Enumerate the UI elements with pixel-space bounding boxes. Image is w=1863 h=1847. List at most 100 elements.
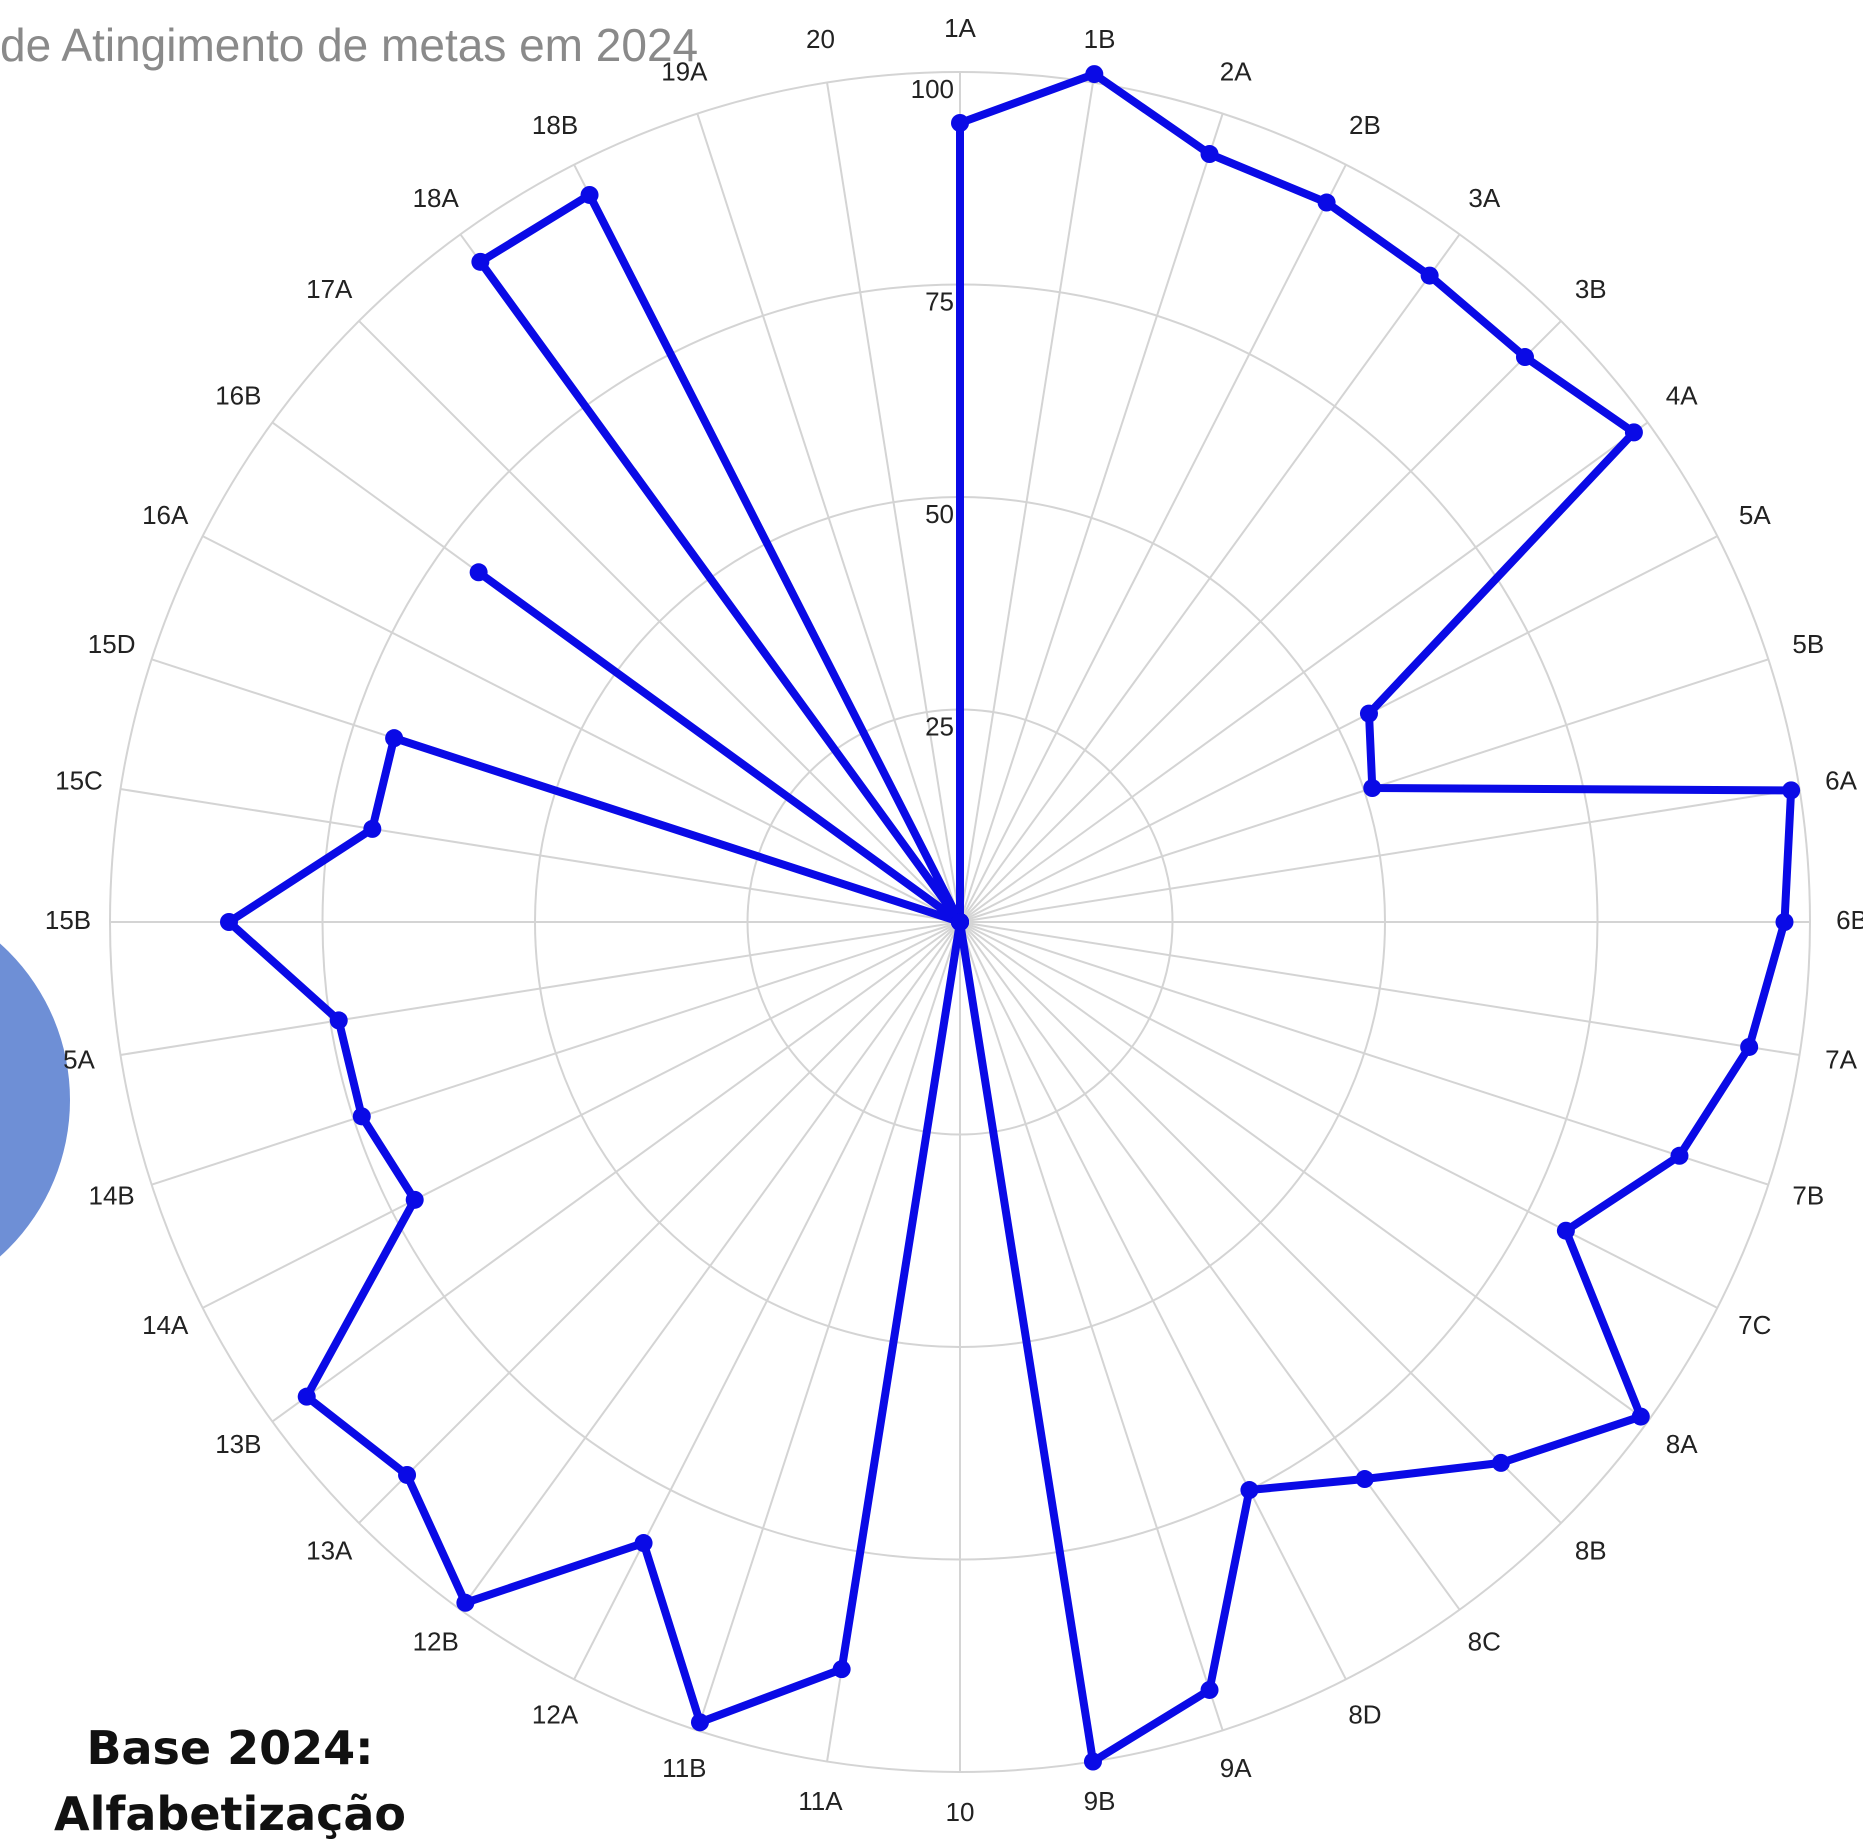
spoke xyxy=(696,113,961,923)
caption-line-2: Alfabetização xyxy=(53,1787,407,1841)
data-point xyxy=(471,252,490,271)
spoke xyxy=(202,535,961,923)
spoke xyxy=(959,921,1800,1056)
spoke xyxy=(120,788,961,923)
category-label: 8C xyxy=(1468,1627,1501,1657)
category-label: 16B xyxy=(215,381,261,411)
spoke xyxy=(573,921,961,1680)
data-point xyxy=(352,1107,371,1126)
category-label: 6A xyxy=(1825,765,1857,795)
spoke xyxy=(959,921,1562,1524)
data-point xyxy=(456,1593,475,1612)
spoke xyxy=(959,320,1562,923)
spoke xyxy=(459,921,961,1611)
data-point xyxy=(405,1190,424,1209)
data-point xyxy=(690,1713,709,1732)
spoke xyxy=(959,921,1649,1423)
category-label: 7B xyxy=(1792,1181,1824,1211)
data-point xyxy=(1420,266,1439,285)
spoke xyxy=(120,921,961,1056)
category-label: 11A xyxy=(798,1786,843,1816)
category-label: 5A xyxy=(1739,500,1771,530)
category-label: 11B xyxy=(662,1753,706,1783)
category-label: 15B xyxy=(45,905,91,935)
data-point xyxy=(1491,1453,1510,1472)
data-point xyxy=(1631,1407,1650,1426)
data-point xyxy=(329,1011,348,1030)
category-label: 14B xyxy=(89,1181,135,1211)
category-label: 9B xyxy=(1084,1786,1116,1816)
data-point xyxy=(385,729,404,748)
data-point xyxy=(1355,1470,1374,1489)
data-point xyxy=(1775,913,1794,931)
spoke xyxy=(271,921,961,1423)
data-point xyxy=(1083,1752,1102,1771)
data-point xyxy=(951,913,969,931)
data-point xyxy=(1556,1221,1575,1240)
category-label: 1A xyxy=(944,13,976,43)
radial-tick-label: 75 xyxy=(925,287,954,317)
spoke xyxy=(959,921,1718,1309)
data-point xyxy=(398,1465,417,1484)
category-label: 5B xyxy=(1792,629,1824,659)
radial-tick-label: 50 xyxy=(925,499,954,529)
category-label: 10 xyxy=(946,1797,975,1827)
series-layer xyxy=(220,65,1801,1771)
spoke xyxy=(959,421,1649,923)
category-label: 1B xyxy=(1084,24,1116,54)
spoke xyxy=(959,788,1800,923)
category-label: 18B xyxy=(532,110,578,140)
chart-title: de Atingimento de metas em 2024 xyxy=(0,19,699,71)
category-label: 3A xyxy=(1468,183,1500,213)
spoke xyxy=(959,82,1094,923)
series-line xyxy=(225,70,1796,1766)
data-point xyxy=(951,114,969,132)
caption: Base 2024: Alfabetização xyxy=(20,1715,440,1847)
data-point xyxy=(832,1660,851,1679)
spoke xyxy=(959,921,1224,1731)
category-label: 8D xyxy=(1348,1700,1381,1730)
category-label: 9A xyxy=(1220,1753,1252,1783)
category-label: 3B xyxy=(1575,274,1607,304)
category-label: 18A xyxy=(413,183,460,213)
spoke xyxy=(959,164,1347,923)
spoke xyxy=(358,320,961,923)
spoke xyxy=(358,921,961,1524)
data-point xyxy=(1670,1146,1689,1165)
data-point xyxy=(220,913,238,931)
spoke xyxy=(959,921,1769,1186)
spoke xyxy=(959,535,1718,923)
category-label: 16A xyxy=(142,500,189,530)
spoke xyxy=(959,233,1461,923)
category-label: 12B xyxy=(413,1627,459,1657)
data-point xyxy=(1240,1481,1259,1500)
spoke xyxy=(696,921,961,1731)
spoke xyxy=(959,921,1347,1680)
category-label: 17A xyxy=(306,274,353,304)
caption-line-1: Base 2024: xyxy=(86,1721,374,1775)
data-point xyxy=(297,1387,316,1406)
data-point xyxy=(1200,1680,1219,1699)
category-label: 2B xyxy=(1349,110,1381,140)
spoke xyxy=(151,921,961,1186)
data-point xyxy=(1624,423,1643,442)
category-label: 6B xyxy=(1836,905,1863,935)
data-point xyxy=(469,563,488,582)
radial-tick-label: 100 xyxy=(911,74,954,104)
category-label: 7C xyxy=(1738,1310,1771,1340)
spoke xyxy=(826,82,961,923)
data-point xyxy=(1363,779,1382,798)
spoke xyxy=(959,921,1461,1611)
category-label: 7A xyxy=(1825,1044,1857,1074)
category-label: 15C xyxy=(55,765,103,795)
category-label: 8A xyxy=(1666,1429,1698,1459)
category-label: 8B xyxy=(1575,1536,1607,1566)
category-label: 4A xyxy=(1666,381,1698,411)
category-label: 13B xyxy=(215,1429,261,1459)
data-point xyxy=(1200,145,1219,164)
label-layer: 25 50 75 100 1A 1B 2A 2B 3A 3B 4A 5A 5B 6A 6B 7A 7B 7C 8A 8… xyxy=(45,13,1863,1827)
category-label: 15D xyxy=(88,629,136,659)
category-label: 13A xyxy=(306,1536,353,1566)
data-point xyxy=(1782,781,1801,800)
